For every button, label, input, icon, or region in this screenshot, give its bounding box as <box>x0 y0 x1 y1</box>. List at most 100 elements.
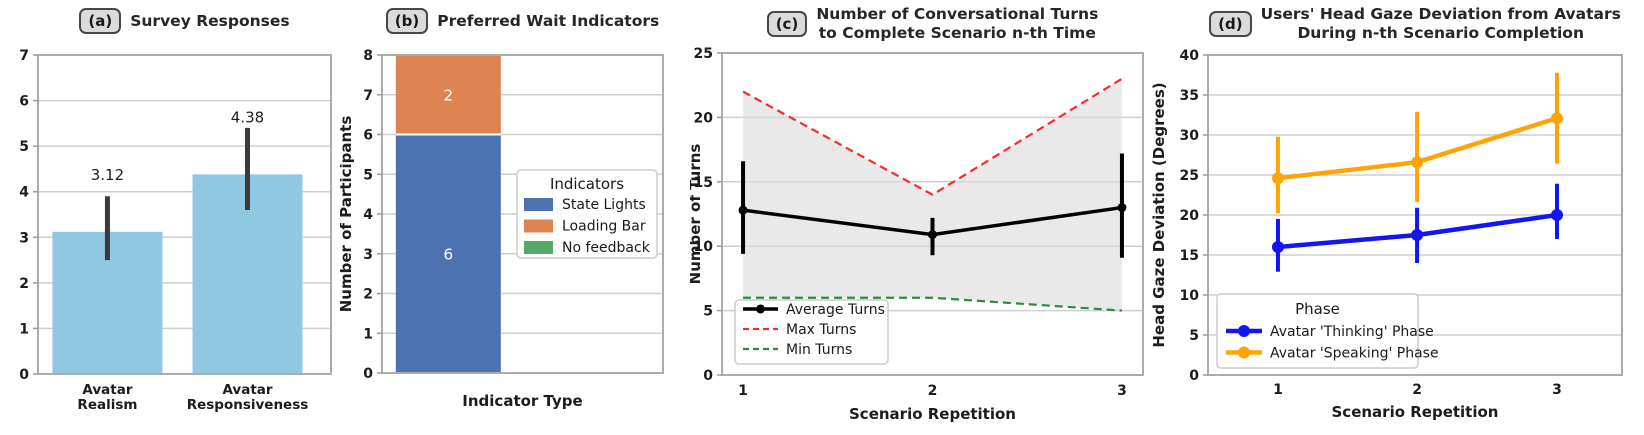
panel-c-title: Number of Conversational Turns to Comple… <box>816 5 1098 43</box>
y-tick-label: 40 <box>1180 48 1200 64</box>
panel-d-title: Users' Head Gaze Deviation from Avatars … <box>1261 5 1621 43</box>
series-max-turns <box>742 77 1123 196</box>
legend-label: Loading Bar <box>562 219 646 235</box>
y-tick-label: 5 <box>703 304 713 320</box>
chart-d-canvas: 0 5 10 15 20 25 30 35 40 1 2 3 Head Gaze Deviation (… <box>1150 48 1623 421</box>
y-tick-label: 20 <box>694 110 714 126</box>
y-axis-label: Number of Participants <box>340 116 355 313</box>
panel-c-title-line: Number of Conversational Turns <box>816 5 1099 23</box>
panel-d-title-line: During n-th Scenario Completion <box>1297 24 1584 42</box>
segment-state-lights <box>395 134 501 373</box>
data-point <box>1271 241 1284 253</box>
legend-swatch-loading-bar <box>524 219 553 233</box>
y-tick-label: 7 <box>363 88 373 104</box>
legend: Average Turns Max Turns Min Turns <box>734 299 889 365</box>
x-category-label: Avatar <box>222 382 272 398</box>
panel-c-tag: (c) <box>766 11 808 37</box>
y-tick-label: 0 <box>363 366 373 382</box>
x-tick-label: 1 <box>738 383 748 399</box>
x-axis-label: Scenario Repetition <box>849 405 1016 423</box>
data-point <box>1411 229 1424 241</box>
data-point <box>738 205 748 215</box>
x-tick-label: 2 <box>1412 382 1422 398</box>
panel-d-header: (d) Users' Head Gaze Deviation from Avat… <box>1208 5 1622 43</box>
data-point <box>1411 156 1424 169</box>
bar-value-label: 3.12 <box>91 166 124 184</box>
panel-c-header: (c) Number of Conversational Turns to Co… <box>722 5 1143 43</box>
y-tick-label: 0 <box>19 367 29 383</box>
legend-marker-sample <box>1238 346 1250 359</box>
x-category-label: Realism <box>77 397 137 413</box>
panel-a-title: Survey Responses <box>130 12 289 31</box>
y-tick-label: 10 <box>1180 288 1200 304</box>
panel-b-title-line: Preferred Wait Indicators <box>437 11 660 30</box>
panel-b: (b) Preferred Wait Indicators 6 2 0 1 2 3 4 5 6 7… <box>340 0 690 435</box>
legend-label: State Lights <box>562 197 646 213</box>
chart-a-canvas: 3.12AvatarRealism4.38AvatarResponsivenes… <box>19 48 332 413</box>
data-point <box>1271 172 1284 185</box>
y-tick-label: 35 <box>1180 88 1199 104</box>
y-tick-label: 2 <box>19 276 29 292</box>
bar-value-label: 4.38 <box>231 108 264 126</box>
x-tick-label: 3 <box>1552 382 1562 398</box>
series-line <box>743 296 1123 312</box>
legend-frame <box>516 169 658 259</box>
series-line <box>742 77 1123 196</box>
y-tick-label: 5 <box>1189 328 1199 344</box>
series-average-turns <box>738 153 1127 258</box>
data-point <box>928 230 937 240</box>
y-tick-label: 0 <box>703 368 713 384</box>
data-point <box>1551 112 1564 125</box>
series-avatar-thinking-phase <box>1271 183 1564 272</box>
x-category-label: Responsiveness <box>187 397 309 413</box>
y-tick-label: 10 <box>694 239 714 255</box>
legend-swatch-no-feedback <box>524 241 553 254</box>
x-axis-label: Scenario Repetition <box>1332 403 1499 421</box>
y-axis-label: Head Gaze Deviation (Degrees) <box>1150 82 1168 347</box>
x-tick-label: 2 <box>928 383 938 399</box>
chart-b-canvas: 6 2 0 1 2 3 4 5 6 7 8 Number of Participants Indicat… <box>340 48 664 410</box>
y-tick-label: 4 <box>19 185 29 201</box>
y-tick-label: 1 <box>363 326 373 342</box>
y-tick-label: 25 <box>694 46 713 62</box>
y-tick-label: 0 <box>1189 368 1199 384</box>
y-axis-label: Number of Turns <box>690 144 704 285</box>
series-avatar-speaking-phase <box>1271 72 1564 214</box>
legend-label: Min Turns <box>786 342 852 358</box>
chart-c-canvas: 0 5 10 15 20 25 1 2 3 Number of Turns Scenario Rep… <box>690 46 1144 423</box>
legend-label: Avatar 'Thinking' Phase <box>1270 324 1434 340</box>
x-category-label: Avatar <box>82 382 132 398</box>
panel-c-title-line: to Complete Scenario n-th Time <box>818 24 1096 42</box>
plot-frame <box>37 54 332 375</box>
panel-b-tag: (b) <box>385 8 429 34</box>
y-tick-label: 5 <box>19 139 29 155</box>
panel-d-title-line: Users' Head Gaze Deviation from Avatars <box>1260 5 1621 23</box>
panel-a: (a) Survey Responses 3.12 Avatar Realism 4.… <box>0 0 340 435</box>
x-tick-label: 3 <box>1117 383 1127 399</box>
panel-b-title: Preferred Wait Indicators <box>437 12 659 31</box>
legend: Indicators State Lights Loading Bar No feed… <box>516 169 658 259</box>
y-tick-label: 6 <box>19 94 29 110</box>
panel-b-header: (b) Preferred Wait Indicators <box>382 8 663 34</box>
y-tick-label: 4 <box>363 207 373 223</box>
panel-a-header: (a) Survey Responses <box>38 8 331 34</box>
panel-c: (c) Number of Conversational Turns to Co… <box>690 0 1150 435</box>
legend-swatch-state-lights <box>524 198 553 211</box>
legend: Phase Avatar 'Thinking' Phase Avatar 'Spea… <box>1216 293 1439 369</box>
plot-frame <box>721 52 1144 376</box>
y-tick-label: 15 <box>694 175 713 191</box>
y-tick-label: 7 <box>19 48 29 64</box>
y-tick-label: 30 <box>1180 128 1200 144</box>
segment-value-label: 6 <box>443 245 453 263</box>
y-tick-label: 3 <box>363 247 373 263</box>
y-tick-label: 1 <box>19 321 29 337</box>
panel-d: (d) Users' Head Gaze Deviation from Avat… <box>1150 0 1644 435</box>
panel-a-title-line: Survey Responses <box>130 11 290 30</box>
y-tick-label: 15 <box>1180 248 1199 264</box>
legend-frame <box>1216 293 1419 369</box>
legend-label: Max Turns <box>786 322 856 338</box>
series-min-turns <box>743 296 1123 312</box>
legend-label: No feedback <box>562 240 651 256</box>
y-tick-label: 25 <box>1180 168 1199 184</box>
x-tick-label: 1 <box>1273 382 1283 398</box>
